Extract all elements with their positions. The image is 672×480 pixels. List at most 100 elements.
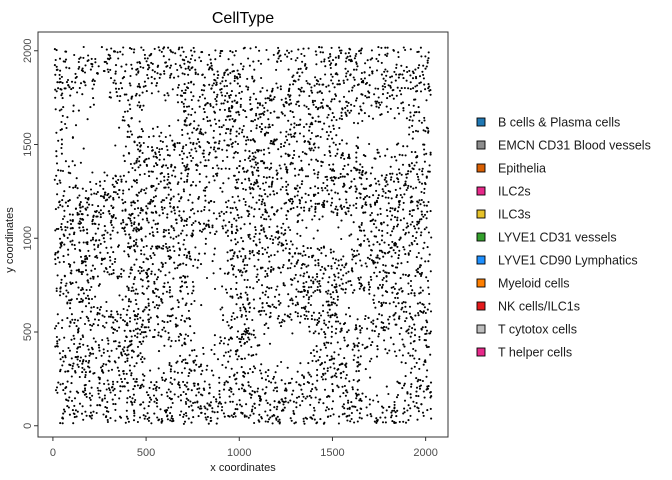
cell-point <box>222 412 225 415</box>
cell-point <box>176 324 179 327</box>
cell-point <box>356 146 359 149</box>
cell-point <box>128 320 132 323</box>
cell-point <box>303 263 306 266</box>
cell-point <box>302 417 305 420</box>
cell-point <box>193 212 196 215</box>
cell-point <box>178 413 182 417</box>
cell-point <box>328 359 331 362</box>
cell-point <box>143 172 146 176</box>
cell-point <box>336 208 339 211</box>
cell-point <box>62 194 65 197</box>
cell-point <box>393 287 396 290</box>
cell-point <box>317 115 320 118</box>
cell-point <box>191 156 195 160</box>
cell-point <box>253 391 256 394</box>
cell-point <box>356 337 359 340</box>
cell-point <box>337 320 340 323</box>
cell-point <box>114 217 117 220</box>
cell-point <box>127 171 130 174</box>
cell-point <box>385 209 388 212</box>
cell-point <box>111 262 114 266</box>
cell-point <box>361 171 364 174</box>
cell-point <box>205 276 209 280</box>
cell-point <box>218 381 221 384</box>
cell-point <box>313 172 316 175</box>
cell-point <box>224 201 228 204</box>
cell-point <box>280 398 283 401</box>
cell-point <box>267 380 271 383</box>
cell-point <box>141 218 144 221</box>
cell-point <box>298 213 301 216</box>
cell-point <box>91 87 94 90</box>
cell-point <box>87 298 91 301</box>
cell-point <box>236 208 239 211</box>
cell-point <box>198 407 202 410</box>
cell-point <box>219 267 222 270</box>
cell-point <box>302 395 305 398</box>
cell-point <box>215 398 218 401</box>
cell-point <box>401 196 404 199</box>
cell-point <box>408 119 411 122</box>
cell-point <box>155 389 158 392</box>
cell-point <box>344 313 348 316</box>
cell-point <box>213 247 216 250</box>
cell-point <box>429 270 432 273</box>
cell-point <box>169 390 172 393</box>
cell-point <box>270 266 273 269</box>
cell-point <box>394 296 397 299</box>
cell-point <box>170 415 174 418</box>
cell-point <box>250 333 253 336</box>
cell-point <box>282 283 285 287</box>
cell-point <box>178 247 181 250</box>
cell-point <box>186 178 189 181</box>
cell-point <box>78 375 81 379</box>
cell-point <box>100 257 103 260</box>
cell-point <box>79 210 82 213</box>
cell-point <box>202 346 205 349</box>
cell-point <box>120 352 123 355</box>
cell-point <box>164 61 168 64</box>
cell-point <box>360 327 363 330</box>
cell-point <box>291 255 294 258</box>
cell-point <box>238 85 241 88</box>
cell-point <box>166 154 170 157</box>
cell-point <box>280 226 283 229</box>
cell-point <box>269 305 272 308</box>
cell-point <box>155 381 158 384</box>
cell-point <box>243 264 246 267</box>
cell-point <box>333 367 336 370</box>
cell-point <box>351 270 354 273</box>
cell-point <box>192 289 195 292</box>
cell-point <box>255 169 258 172</box>
cell-point <box>129 130 132 133</box>
cell-point <box>318 202 321 205</box>
cell-point <box>301 60 304 63</box>
cell-point <box>298 155 301 158</box>
cell-point <box>327 134 330 137</box>
cell-point <box>377 96 380 99</box>
cell-point <box>391 89 394 92</box>
cell-point <box>60 108 63 111</box>
cell-point <box>77 286 80 289</box>
cell-point <box>65 289 68 292</box>
cell-point <box>136 104 139 107</box>
cell-point <box>363 71 366 74</box>
cell-point <box>262 113 265 116</box>
cell-point <box>227 324 230 327</box>
cell-point <box>78 203 81 206</box>
cell-point <box>105 246 108 249</box>
cell-point <box>382 88 385 91</box>
cell-point <box>198 132 201 135</box>
cell-point <box>289 98 292 101</box>
cell-point <box>85 228 89 231</box>
cell-point <box>183 420 187 423</box>
cell-point <box>390 286 393 289</box>
cell-point <box>245 403 248 406</box>
cell-point <box>190 159 193 162</box>
cell-point <box>427 345 430 348</box>
cell-point <box>215 422 218 425</box>
cell-point <box>226 92 229 95</box>
cell-point <box>214 141 217 144</box>
cell-point <box>238 132 241 135</box>
cell-point <box>121 348 124 351</box>
